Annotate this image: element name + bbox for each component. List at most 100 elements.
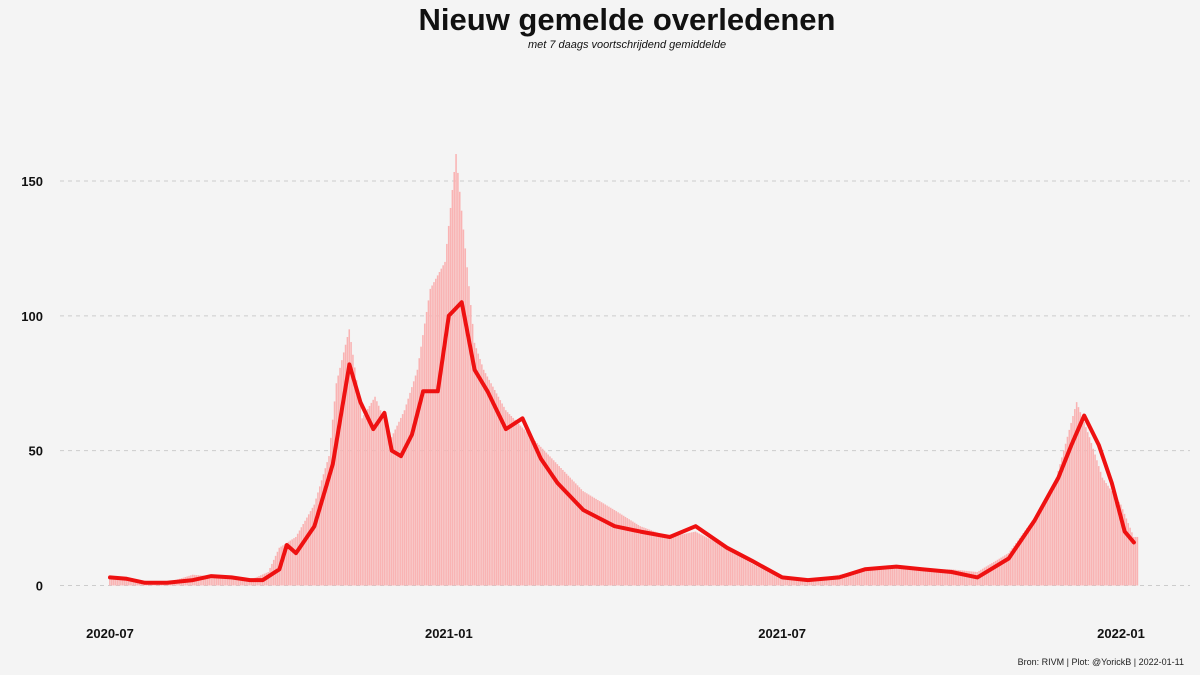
y-tick-label: 50 <box>29 444 43 459</box>
chart-title: Nieuw gemelde overledenen <box>418 2 836 37</box>
daily-bar <box>751 563 754 586</box>
daily-bar <box>541 448 544 586</box>
daily-bar <box>624 516 627 586</box>
daily-bar <box>770 572 772 586</box>
daily-bar <box>969 571 971 586</box>
daily-bar <box>692 531 695 586</box>
daily-bar <box>412 381 415 586</box>
daily-bar <box>698 533 700 586</box>
daily-bar <box>691 532 693 586</box>
daily-bar <box>545 452 548 586</box>
daily-bar <box>1011 548 1013 586</box>
daily-bar <box>967 571 969 586</box>
y-tick-label: 0 <box>36 579 43 594</box>
daily-bar <box>554 462 557 586</box>
daily-bar <box>1059 464 1061 586</box>
daily-bar <box>451 189 454 586</box>
daily-bar <box>764 569 767 586</box>
daily-bar <box>1075 402 1078 586</box>
daily-bar <box>1064 443 1067 586</box>
daily-bar <box>713 541 715 586</box>
daily-bar <box>965 570 967 586</box>
daily-bar <box>1051 491 1054 586</box>
daily-bar <box>622 515 625 586</box>
daily-bar <box>1114 496 1117 586</box>
daily-bar <box>519 425 522 586</box>
daily-bar <box>659 533 662 586</box>
daily-bar <box>768 571 770 586</box>
daily-bar <box>1057 470 1060 586</box>
daily-bar <box>604 504 606 586</box>
daily-bar <box>527 433 529 586</box>
daily-bar <box>344 344 347 586</box>
daily-bar <box>490 383 492 586</box>
daily-bar <box>1015 543 1017 586</box>
daily-bar <box>1055 477 1058 586</box>
daily-bar <box>493 389 496 586</box>
daily-bar <box>904 567 907 586</box>
daily-bar <box>674 535 676 586</box>
daily-bar <box>296 533 299 586</box>
daily-bar <box>1118 501 1120 586</box>
daily-bar <box>591 496 594 586</box>
daily-bar <box>633 522 636 586</box>
daily-bar <box>219 577 222 586</box>
daily-bar <box>725 547 728 586</box>
daily-bar <box>1020 535 1023 586</box>
daily-bar <box>906 567 909 586</box>
daily-bar <box>458 191 461 586</box>
daily-bar <box>355 380 358 586</box>
daily-bar <box>1024 530 1026 586</box>
daily-bar <box>928 569 931 586</box>
daily-bar <box>484 373 487 586</box>
daily-bar <box>245 579 247 586</box>
daily-bar <box>825 576 827 586</box>
daily-bar <box>457 172 459 586</box>
daily-bar <box>735 553 737 586</box>
daily-bar <box>937 569 940 586</box>
daily-bar <box>718 543 721 586</box>
daily-bar <box>302 524 304 586</box>
daily-bar <box>560 468 562 586</box>
daily-bar <box>867 569 870 586</box>
daily-bar <box>409 392 411 586</box>
daily-bar <box>781 577 783 586</box>
daily-bar <box>943 569 945 586</box>
daily-bar <box>753 564 756 586</box>
daily-bar <box>784 577 787 586</box>
daily-bar <box>435 278 437 586</box>
daily-bar <box>234 578 236 586</box>
daily-bar <box>924 569 927 586</box>
daily-bar <box>1029 523 1032 586</box>
daily-bar <box>899 567 901 586</box>
daily-bar <box>285 542 288 586</box>
daily-bar <box>875 568 877 586</box>
daily-bar <box>317 492 319 586</box>
daily-bar <box>587 494 590 586</box>
daily-bar <box>468 286 470 586</box>
daily-bar <box>368 405 371 586</box>
daily-bar <box>840 574 842 586</box>
daily-bar <box>370 402 373 586</box>
daily-bar <box>1048 496 1050 586</box>
daily-bar <box>740 556 743 586</box>
daily-bar <box>563 471 566 586</box>
daily-bar <box>746 560 748 586</box>
daily-bar <box>679 534 682 586</box>
daily-bar <box>637 525 640 586</box>
daily-bar <box>812 579 815 586</box>
daily-bar <box>613 509 616 586</box>
daily-bar <box>1018 538 1021 586</box>
daily-bar <box>1132 536 1135 586</box>
daily-bar <box>374 396 376 586</box>
daily-bar <box>731 551 734 586</box>
daily-bar <box>1136 536 1139 586</box>
daily-bar <box>895 566 897 586</box>
daily-bar <box>440 268 443 586</box>
daily-bar <box>1129 527 1131 586</box>
daily-bar <box>941 569 943 586</box>
daily-bar <box>700 534 702 586</box>
daily-bar <box>834 575 837 586</box>
daily-bar <box>738 555 741 586</box>
daily-bar <box>864 569 866 586</box>
